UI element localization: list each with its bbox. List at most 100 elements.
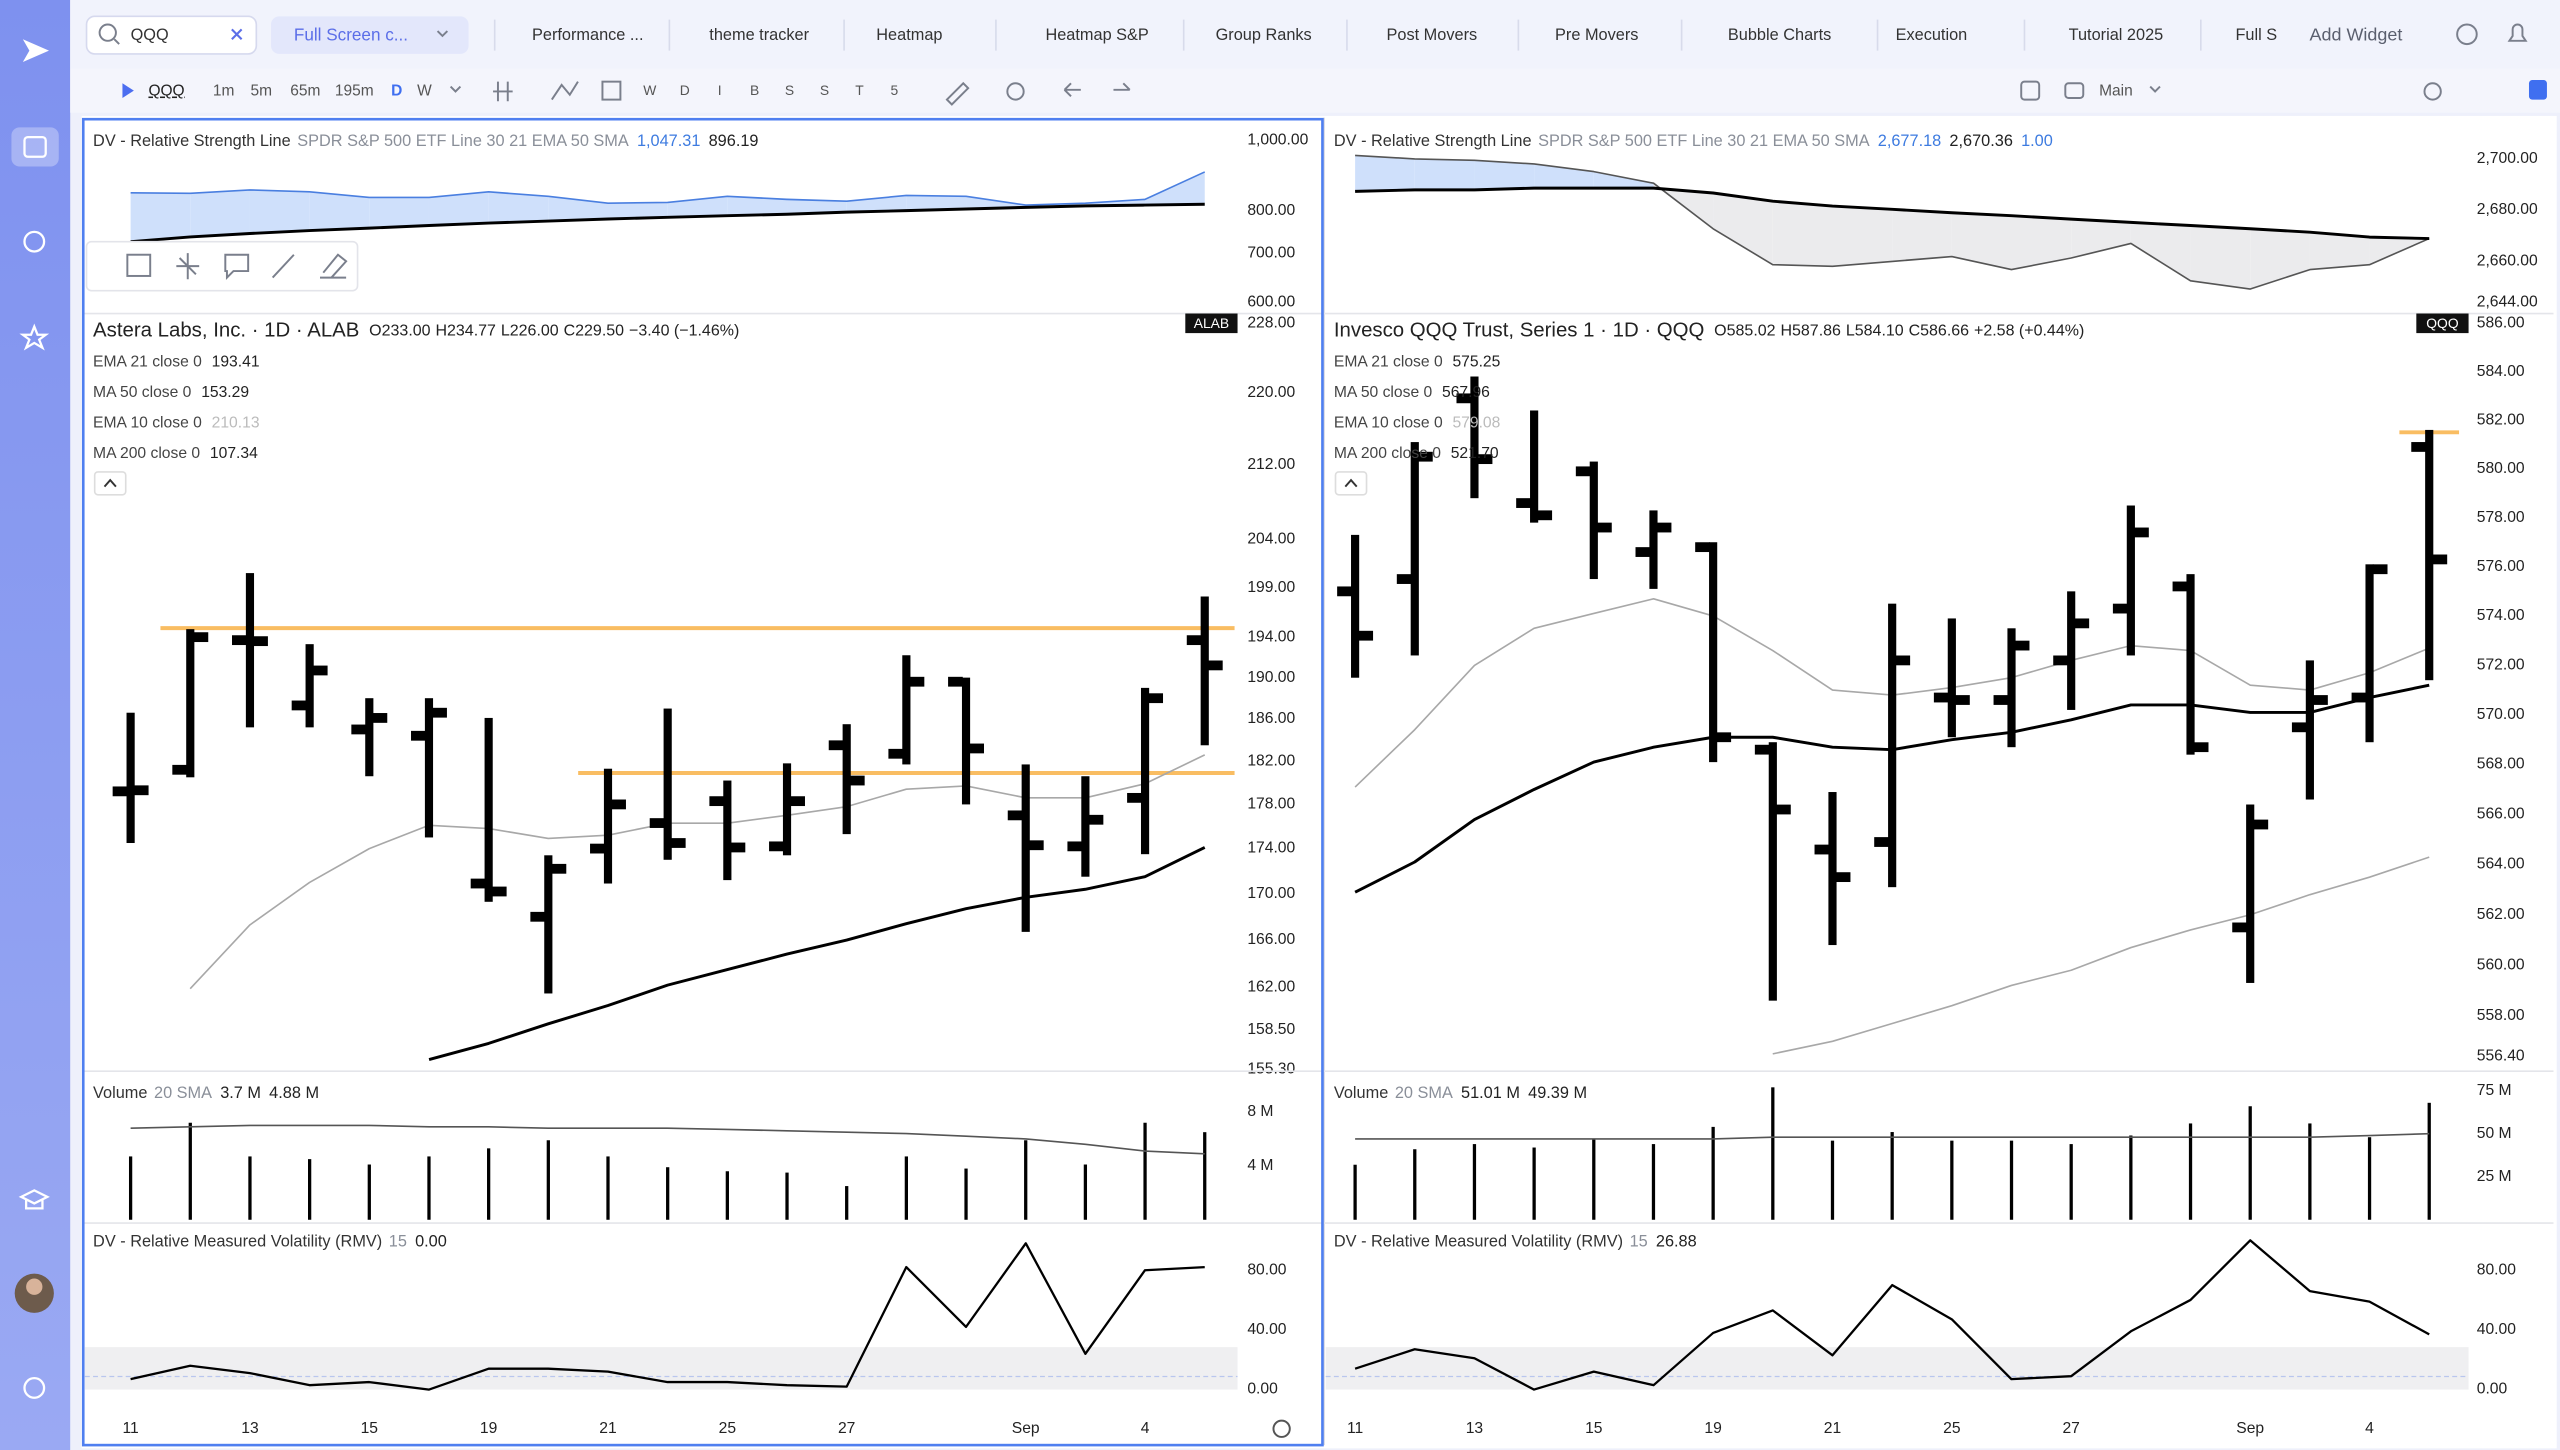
x-tick-label: Sep [1012,1420,1040,1437]
tab[interactable]: Bubble Charts [1728,26,1831,44]
tab[interactable]: Pre Movers [1555,26,1638,44]
toolbar-button[interactable]: T [855,82,864,98]
bar-range [1200,596,1209,746]
y-tick-label: 2,660.00 [2477,253,2538,270]
bar-open [1814,844,1830,855]
interval[interactable]: 1m [213,83,235,100]
bar-open [948,676,963,687]
toolbar-symbol[interactable]: QQQ [148,83,184,100]
logo[interactable] [22,39,49,63]
tab[interactable]: Heatmap S&P [1045,26,1148,44]
bar-open [1127,792,1142,803]
draw-fib-icon[interactable] [176,253,200,280]
help-icon[interactable] [23,1377,46,1399]
tab[interactable]: Post Movers [1387,26,1478,44]
layout-icon[interactable] [2020,80,2041,101]
rs-cloud [190,189,250,237]
volume-bar [1532,1147,1536,1220]
interval[interactable]: D [391,83,402,100]
play-icon[interactable] [122,83,134,98]
toolbar-button[interactable]: I [718,82,722,98]
add-widget-button[interactable] [2282,16,2430,54]
legend-value: 26.88 [1656,1233,1697,1251]
clear-search[interactable] [231,28,243,40]
toolbar-button[interactable]: S [820,82,829,98]
bar-style-icon[interactable] [493,81,513,102]
bar-open [1067,841,1083,852]
interval[interactable]: 195m [335,83,374,100]
ohlc-value: H234.77 [435,323,496,340]
toolbar-button[interactable]: W [643,82,657,98]
toolbar-button[interactable]: D [680,82,690,98]
template-icon[interactable] [601,80,622,101]
bar-open [888,748,904,759]
interval[interactable]: 65m [290,83,320,100]
tab[interactable]: Tutorial 2025 [2069,26,2164,44]
chevron[interactable] [449,85,462,93]
draw-eraser-icon[interactable] [320,253,348,279]
bar-open [2351,692,2367,703]
draw-note-icon[interactable] [224,253,250,280]
tab[interactable]: Group Ranks [1216,26,1312,44]
nav-icon[interactable] [23,136,47,158]
undo-icon[interactable] [1063,82,1081,98]
bar-range [2246,804,2255,983]
toolbar-button[interactable]: B [750,82,759,98]
draw-rect-icon[interactable] [126,253,152,277]
y-tick-label: 800.00 [1247,202,1295,219]
interval[interactable]: 5m [250,83,272,100]
indicator-icon[interactable] [551,81,579,101]
collapse-button[interactable] [93,471,127,496]
layout-button-text[interactable]: Full Screen c... [294,24,408,44]
moving-average [428,846,1206,1061]
panel-icon[interactable] [2528,80,2547,100]
tab[interactable]: Performance ... [532,26,644,44]
redo-icon [1113,82,1131,91]
tab[interactable]: Execution [1896,26,1968,44]
folder-icon[interactable] [2064,82,2085,99]
rs-cloud [846,195,907,213]
settings-icon[interactable] [1272,1419,1291,1438]
share-icon[interactable] [2456,23,2478,46]
volume-bar [487,1148,491,1220]
bar-open [1007,810,1023,821]
bar-range [1470,376,1479,499]
search-icon [98,23,117,42]
x-tick-label: 15 [1585,1420,1603,1437]
toolbar-button[interactable]: S [785,82,794,98]
bar-close [2074,618,2090,629]
tab[interactable]: theme tracker [709,26,809,44]
toolbar-button[interactable]: 5 [891,82,899,98]
draw-line-icon[interactable] [271,254,295,279]
bar-close [1148,693,1164,704]
search-text[interactable]: QQQ [131,26,169,44]
bar-open [1695,542,1710,553]
nav-icon[interactable] [23,230,46,253]
collapse-button[interactable] [1334,471,1368,496]
nav-icon[interactable] [18,1189,50,1210]
indicator-label: EMA 10 close 0 [93,415,202,432]
bar-close [2313,695,2328,705]
search-box[interactable] [85,15,258,55]
theme-icon[interactable] [2423,82,2442,101]
nav-icon[interactable] [19,323,50,351]
bar-open [232,635,247,646]
symbol-badge [2416,313,2469,334]
layout-name[interactable]: Main [2099,83,2133,100]
y-tick-label: 580.00 [2477,460,2525,477]
chevron[interactable] [2149,85,2161,93]
bar-range [186,629,195,778]
draw-icon[interactable] [945,81,970,106]
y-tick-label: 586.00 [2477,314,2525,331]
layout-button[interactable] [271,16,469,54]
tab[interactable]: Full S [2235,26,2277,44]
interval[interactable]: W [417,83,432,100]
bar-range [723,780,732,881]
bell-icon[interactable] [2507,23,2528,42]
refresh-icon[interactable] [1006,82,1025,101]
legend-title: DV - Relative Strength Line [93,132,291,150]
nav-selected[interactable] [11,127,59,167]
y-tick-label: 178.00 [1247,796,1295,813]
tab[interactable]: Heatmap [876,26,942,44]
add-widget-text[interactable]: Add Widget [2310,25,2403,45]
